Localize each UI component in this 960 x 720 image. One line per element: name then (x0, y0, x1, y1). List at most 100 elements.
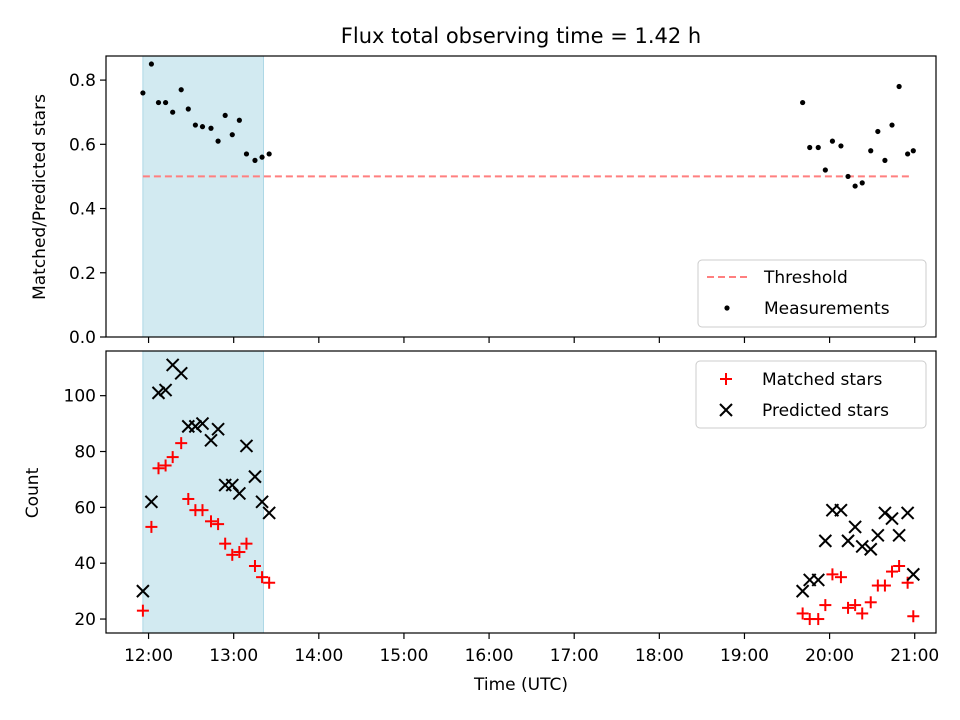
bottom-y-tick-label: 100 (64, 387, 96, 407)
measurement-point (838, 143, 844, 149)
top-legend: Threshold Measurements (697, 259, 927, 328)
matched-star-point (166, 451, 179, 464)
top-plot-frame (105, 55, 937, 338)
top-y-tick-label: 0.6 (69, 135, 96, 155)
x-tick-label: 19:00 (720, 646, 769, 666)
bottom-y-axis-label: Count (23, 467, 43, 518)
x-tick-label: 14:00 (294, 646, 343, 666)
measurement-point (852, 183, 858, 189)
bottom-panel: 20 40 60 80 100 12:00 13:00 14:00 15:00 16:00 17:… (23, 350, 939, 695)
measurement-point (910, 148, 916, 154)
bottom-y-tick-label: 60 (74, 498, 96, 518)
predicted-star-point (211, 422, 225, 436)
predicted-star-point (232, 486, 247, 501)
top-y-tick-label: 0.8 (69, 71, 96, 91)
measurement-point (162, 99, 169, 106)
x-tick-label: 16:00 (465, 646, 514, 666)
predicted-star-point (900, 506, 915, 520)
legend-measurements-swatch (724, 305, 730, 311)
matched-star-point (886, 565, 899, 578)
matched-star-point (136, 604, 149, 617)
top-observing-window (142, 56, 264, 337)
measurement-point (208, 125, 214, 131)
predicted-star-point (195, 416, 210, 431)
matched-star-point (796, 607, 809, 620)
matched-star-point (175, 437, 188, 450)
matched-star-point (842, 601, 855, 614)
bottom-y-tick-label: 40 (74, 554, 96, 574)
measurement-point (868, 148, 874, 154)
measurement-point (185, 106, 191, 112)
matched-star-point (856, 607, 869, 620)
bottom-legend-box (695, 360, 927, 429)
predicted-star-point (262, 506, 276, 520)
measurement-point (807, 144, 813, 151)
predicted-star-point (151, 386, 166, 400)
chart-title: Flux total observing time = 1.42 h (341, 24, 701, 48)
measurement-point (815, 144, 821, 151)
matched-star-point (812, 613, 825, 626)
predicted-star-point (834, 503, 848, 517)
measurement-point (243, 151, 250, 157)
predicted-star-point (878, 506, 892, 520)
predicted-star-point (864, 542, 878, 556)
matched-star-point (263, 576, 276, 589)
predicted-star-point (255, 495, 269, 509)
x-tick-label: 20:00 (805, 646, 854, 666)
predicted-star-point (906, 567, 921, 582)
matched-star-point (849, 599, 862, 612)
matched-star-point (233, 546, 246, 559)
measurement-point (882, 157, 888, 163)
measurement-point (155, 99, 162, 106)
bottom-legend: Matched stars Predicted stars (695, 360, 927, 429)
x-tick-label: 18:00 (635, 646, 684, 666)
x-tick-label: 13:00 (209, 646, 258, 666)
predicted-star-point (841, 534, 855, 548)
predicted-star-point (848, 520, 862, 534)
matched-star-point (152, 462, 165, 475)
matched-star-point (226, 548, 239, 561)
legend-predicted-label: Predicted stars (762, 401, 889, 421)
measurement-point (222, 112, 228, 119)
top-y-tick-label: 0.4 (69, 200, 96, 220)
measurement-point (140, 90, 146, 96)
measurement-point (800, 99, 806, 106)
measurement-point (845, 173, 851, 180)
measurement-point (259, 154, 265, 160)
matched-star-point (219, 537, 232, 550)
predicted-star-point (818, 534, 833, 548)
measurement-point (236, 117, 242, 123)
predicted-star-point (136, 584, 150, 598)
predicted-star-point (795, 584, 810, 598)
measurement-point (178, 87, 184, 93)
measurement-point (896, 83, 902, 90)
predicted-star-point (855, 539, 869, 554)
matched-star-point (145, 520, 158, 533)
predicted-star-point (204, 433, 218, 448)
legend-matched-label: Matched stars (762, 370, 882, 390)
matched-star-point (893, 559, 906, 572)
measurement-point (170, 109, 176, 115)
matched-star-point (826, 568, 839, 581)
x-tick-label: 12:00 (124, 646, 173, 666)
predicted-star-point (885, 511, 899, 526)
matched-star-point (878, 579, 891, 592)
top-y-tick-label: 0.0 (69, 328, 96, 348)
matched-star-point (159, 459, 172, 472)
measurement-point (859, 180, 865, 186)
legend-threshold-label: Threshold (763, 268, 848, 288)
legend-measurements-label: Measurements (764, 299, 890, 319)
measurement-point (252, 157, 258, 163)
matched-star-point (196, 504, 209, 517)
matched-star-point (248, 559, 261, 572)
bottom-y-tick-label: 80 (74, 443, 96, 463)
legend-matched-swatch (720, 373, 732, 385)
legend-predicted-swatch (719, 403, 733, 417)
measurement-point (266, 151, 272, 157)
measurement-point (829, 138, 836, 144)
matched-star-point (864, 596, 877, 609)
predicted-star-point (188, 419, 203, 434)
matched-star-point (819, 599, 832, 612)
matched-star-point (256, 571, 269, 584)
